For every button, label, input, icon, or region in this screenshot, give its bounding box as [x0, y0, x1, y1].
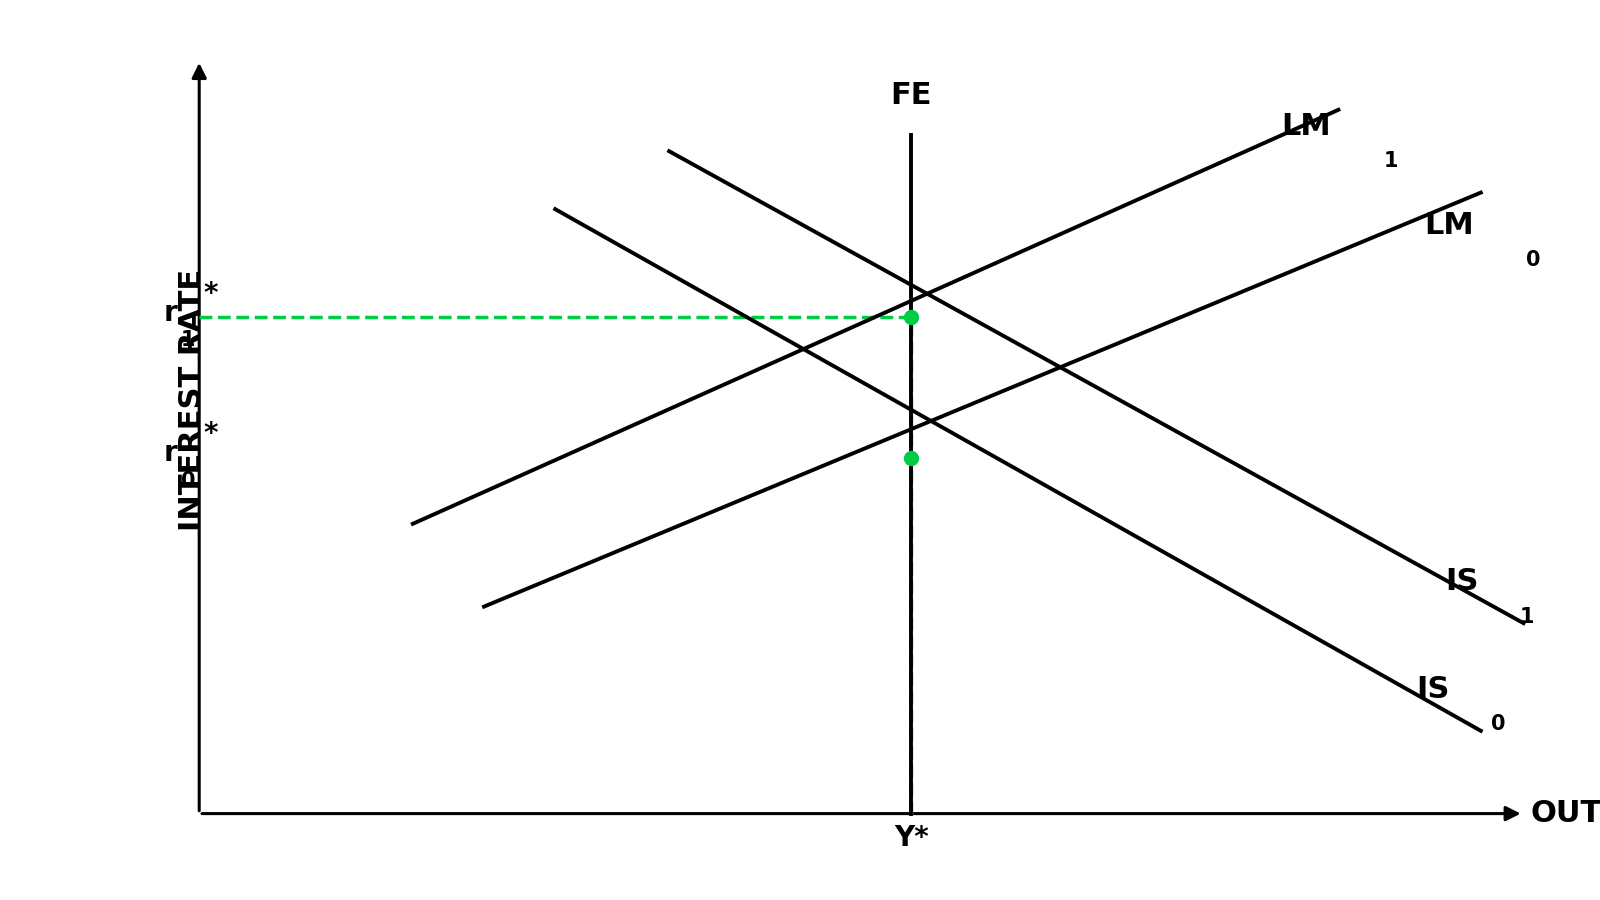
Text: Y*: Y* — [894, 824, 928, 851]
Text: 0: 0 — [1526, 250, 1541, 271]
Text: 1: 1 — [1520, 607, 1534, 626]
Text: OUTPUT: OUTPUT — [1531, 799, 1600, 828]
Text: FE: FE — [891, 81, 931, 110]
Text: IS: IS — [1445, 567, 1478, 597]
Text: r: r — [165, 299, 178, 327]
Text: *: * — [203, 280, 218, 308]
Text: 1: 1 — [1384, 151, 1398, 171]
Text: INTEREST RATE: INTEREST RATE — [178, 268, 206, 531]
Text: 0: 0 — [181, 471, 195, 491]
Text: r: r — [165, 439, 178, 467]
Text: IS: IS — [1416, 675, 1450, 704]
Text: LM: LM — [1282, 112, 1331, 141]
Text: *: * — [203, 420, 218, 448]
Text: 0: 0 — [1491, 715, 1506, 734]
Text: 1: 1 — [181, 330, 195, 350]
Text: LM: LM — [1424, 212, 1474, 240]
